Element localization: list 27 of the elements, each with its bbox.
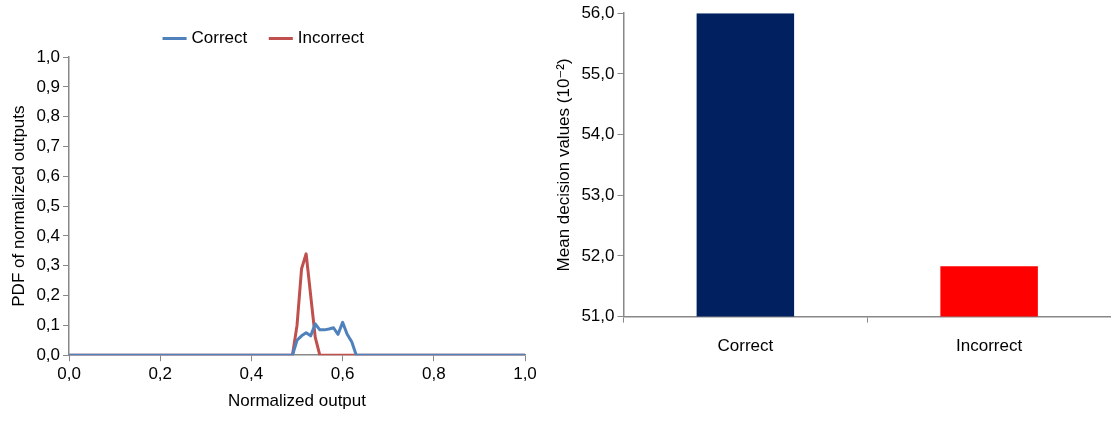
x-tick-label: 0,0 (57, 364, 81, 384)
y-tick-label: 1,0 (36, 46, 61, 66)
y-tick-label: 0,8 (36, 106, 61, 126)
legend-label: Correct (191, 28, 248, 48)
x-tick-label: 0,4 (239, 364, 264, 384)
y-tick-label: 0,6 (36, 165, 61, 185)
y-tick-label: 0,9 (36, 76, 61, 96)
legend-label: Incorrect (297, 28, 365, 48)
y-tick-label: 0,2 (36, 285, 61, 305)
x-tick-label: 0,2 (148, 364, 173, 384)
x-tick-label: 1,0 (513, 364, 537, 384)
y-tick-label: 55,0 (581, 63, 615, 83)
y-tick-label: 53,0 (581, 184, 615, 204)
y-tick-label: 0,7 (36, 136, 61, 156)
x-axis-title: Normalized output (228, 391, 367, 411)
y-tick-label: 51,0 (581, 306, 615, 326)
y-tick-label: 0,5 (36, 195, 61, 215)
y-tick-label: 52,0 (581, 245, 615, 265)
y-axis-title: Mean decision values (10⁻²) (553, 58, 573, 272)
x-tick-label: 0,8 (421, 364, 446, 384)
y-tick-label: 0,1 (36, 315, 61, 335)
y-tick-label: 0,4 (36, 225, 61, 245)
y-tick-label: 54,0 (581, 124, 615, 144)
x-tick-label: 0,6 (330, 364, 355, 384)
y-tick-label: 0,3 (36, 255, 61, 275)
y-axis-title: PDF of normalized outputs (8, 105, 28, 307)
y-tick-label: 56,0 (581, 2, 615, 22)
